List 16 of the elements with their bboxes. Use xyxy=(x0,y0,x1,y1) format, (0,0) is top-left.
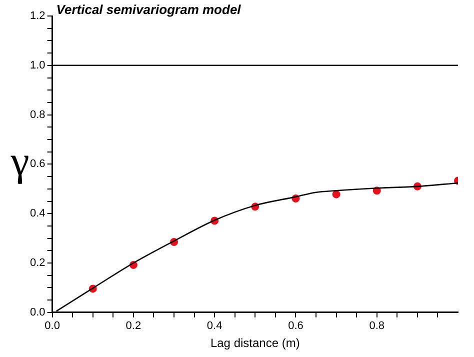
y-tick-label: 0.2 xyxy=(30,257,46,270)
point xyxy=(332,190,340,198)
chart-title: Vertical semivariogram model xyxy=(56,2,242,18)
y-tick-label: 0.8 xyxy=(30,108,46,121)
x-tick-label: 0.2 xyxy=(126,320,142,332)
x-axis-title: Lag distance (m) xyxy=(210,336,300,350)
y-tick-label: 0.4 xyxy=(30,208,46,220)
y-tick-label: 1.2 xyxy=(30,10,46,22)
y-tick-label: 0.0 xyxy=(30,306,46,318)
y-axis-title: γ xyxy=(10,139,30,186)
y-tick-label: 0.6 xyxy=(30,158,46,170)
x-tick-label: 0.6 xyxy=(288,320,304,332)
x-tick-label: 0.0 xyxy=(44,320,60,332)
x-tick-label: 0.8 xyxy=(369,320,385,332)
x-tick-label: 0.4 xyxy=(206,320,222,332)
y-tick-label: 1.0 xyxy=(30,59,46,72)
